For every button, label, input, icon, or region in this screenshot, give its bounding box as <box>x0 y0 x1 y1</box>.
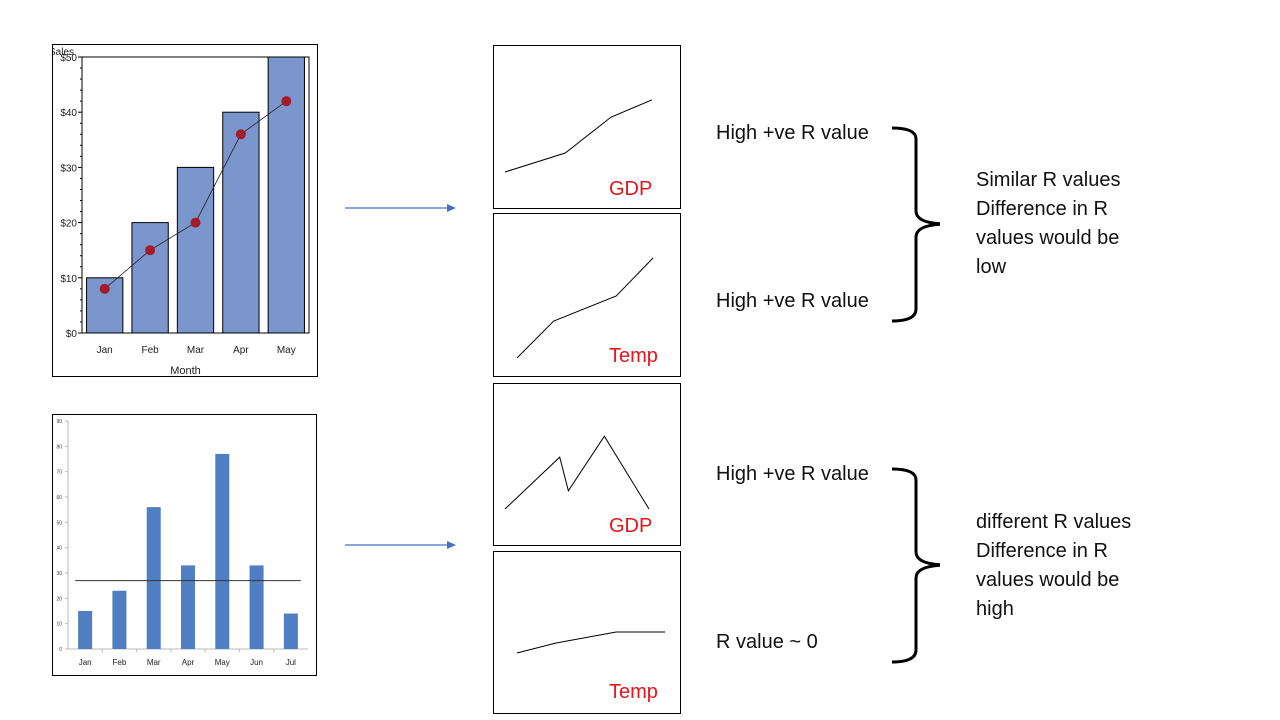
bar <box>222 111 260 334</box>
y-tick-label: 40 <box>56 546 62 552</box>
y-tick-label: $0 <box>66 329 78 340</box>
bar <box>112 590 127 649</box>
brace-bottom <box>891 467 940 664</box>
mini-chart-bottom-temp <box>516 631 665 654</box>
series-line <box>504 99 653 173</box>
y-tick-label: 50 <box>56 520 62 526</box>
summary-line: high <box>976 598 1014 620</box>
brace-top <box>891 126 940 323</box>
bar <box>176 166 215 334</box>
panel-label: Temp <box>609 345 658 367</box>
summary-line: values would be <box>976 227 1120 249</box>
x-tick-label: Jun <box>250 658 263 667</box>
sales-chart: Sales $0 $10 $20 $30 $40 $50 Jan Feb Mar Apr May Mon… <box>53 47 310 376</box>
bottom-r-label-2: R value ~ 0 <box>716 631 818 653</box>
series-line <box>516 631 665 654</box>
y-tick-label: 60 <box>56 495 62 501</box>
top-r-label-1: High +ve R value <box>716 122 869 144</box>
data-point <box>235 129 246 140</box>
x-axis-label: Month <box>170 365 201 376</box>
y-tick-label: 20 <box>56 596 62 602</box>
panel-bottom-temp: Temp <box>493 551 681 714</box>
y-tick-label: 90 <box>56 419 62 425</box>
mini-chart-top-gdp <box>504 99 653 173</box>
bottom-r-label-1: High +ve R value <box>716 463 869 485</box>
y-tick-label: 30 <box>56 571 62 577</box>
series-line <box>504 435 650 510</box>
y-tick-label: 80 <box>56 444 62 450</box>
x-tick-label: Feb <box>141 345 159 356</box>
bar <box>146 507 161 649</box>
data-point <box>99 283 110 294</box>
arrow-bottom <box>345 541 456 549</box>
top-r-label-2: High +ve R value <box>716 290 869 312</box>
bar <box>78 611 93 649</box>
data-point <box>145 245 156 256</box>
bar <box>181 565 195 649</box>
data-point <box>190 217 201 228</box>
y-tick-label: $50 <box>60 53 77 64</box>
mini-chart-top-temp <box>516 257 654 359</box>
y-tick-label: $20 <box>60 219 77 230</box>
chart-title: Sales <box>53 47 74 58</box>
x-tick-label: May <box>215 658 230 667</box>
bar <box>131 222 169 334</box>
panel-top-gdp: GDP <box>493 45 681 209</box>
x-tick-label: May <box>277 345 296 356</box>
x-tick-label: Mar <box>147 658 161 667</box>
x-tick-label: Mar <box>187 345 205 356</box>
bottom-summary: different R values Difference in R value… <box>976 508 1131 624</box>
sales-chart-frame: Sales $0 $10 $20 $30 $40 $50 Jan Feb Mar Apr May Mon… <box>52 44 318 377</box>
y-tick-label: 10 <box>56 622 62 628</box>
summary-line: Difference in R <box>976 540 1108 562</box>
x-tick-label: Jul <box>286 658 296 667</box>
panel-label: GDP <box>609 515 653 537</box>
panel-label: GDP <box>609 178 653 200</box>
arrow-top <box>345 204 456 212</box>
y-tick-label: $10 <box>60 274 77 285</box>
x-tick-label: Jan <box>97 345 113 356</box>
data-point <box>281 96 292 107</box>
summary-line: Similar R values <box>976 169 1121 191</box>
y-tick-label: 70 <box>56 470 62 476</box>
summary-line: different R values <box>976 511 1132 533</box>
monthly-chart-frame: 0 10 20 30 40 50 60 70 80 90 Jan Feb Mar Apr May Jun Jul <box>52 414 317 676</box>
x-tick-label: Feb <box>113 658 127 667</box>
panel-bottom-gdp: GDP <box>493 383 681 546</box>
bar <box>283 613 298 649</box>
y-tick-label: $40 <box>60 108 77 119</box>
x-tick-label: Jan <box>79 658 92 667</box>
summary-line: low <box>976 256 1007 278</box>
mini-chart-bottom-gdp <box>504 435 650 510</box>
series-line <box>516 257 654 359</box>
y-tick-label: 0 <box>59 647 62 653</box>
x-tick-label: Apr <box>233 345 249 356</box>
summary-line: Difference in R <box>976 198 1108 220</box>
monthly-chart: 0 10 20 30 40 50 60 70 80 90 Jan Feb Mar Apr May Jun Jul <box>56 419 308 667</box>
panel-top-temp: Temp <box>493 213 681 377</box>
y-tick-label: $30 <box>60 163 77 174</box>
top-summary: Similar R values Difference in R values … <box>976 166 1120 282</box>
x-tick-label: Apr <box>182 658 195 667</box>
summary-line: values would be <box>976 569 1120 591</box>
panel-label: Temp <box>609 681 658 703</box>
bar <box>215 453 230 649</box>
bar <box>249 565 264 649</box>
